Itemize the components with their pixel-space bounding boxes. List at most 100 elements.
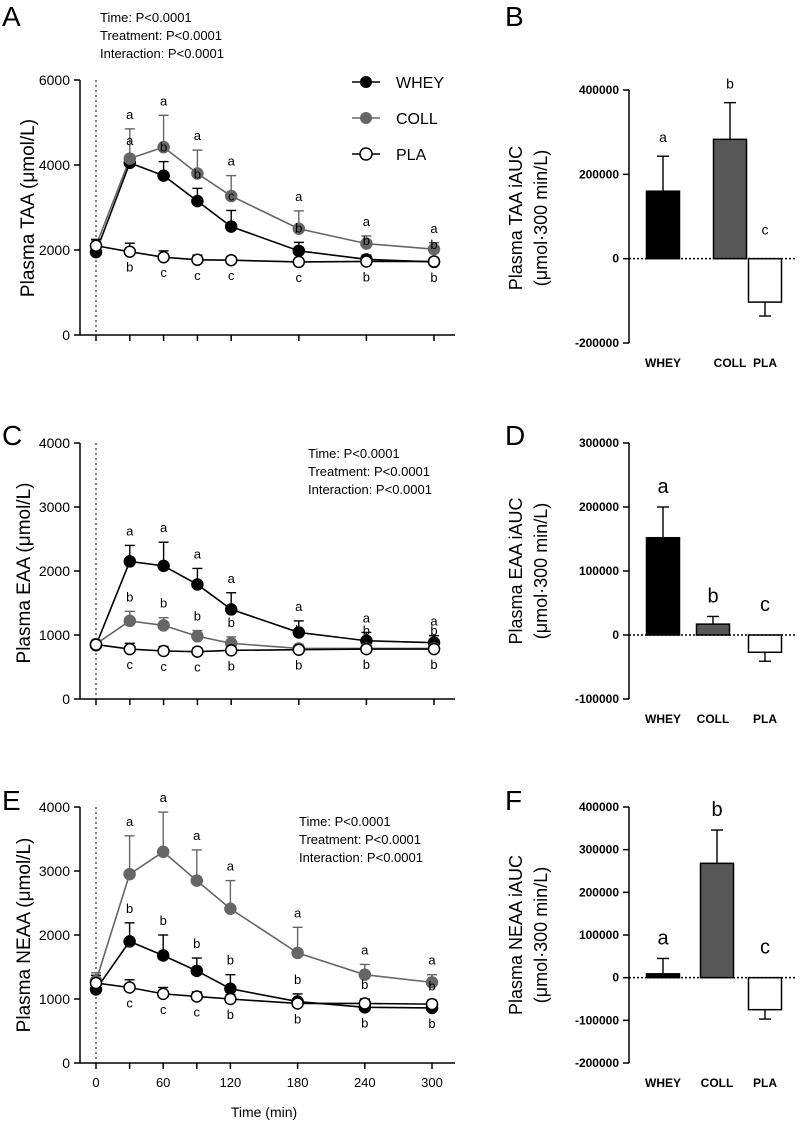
data-point-whey	[157, 169, 170, 182]
significance-letter: b	[428, 978, 435, 993]
y-tick-label: 3000	[39, 863, 70, 879]
data-point-pla	[89, 638, 103, 651]
axis-label-y: Plasma NEAA (μmol/L)	[14, 838, 35, 1033]
axis-label-y: Plasma TAA iAUC	[506, 146, 526, 290]
significance-letter: a	[363, 214, 371, 229]
data-point-coll	[292, 222, 306, 235]
significance-letter: b	[363, 269, 370, 284]
y-tick-label: 100000	[579, 928, 619, 942]
significance-letter: c	[228, 188, 235, 203]
axis-label-y: Plasma EAA (μmol/L)	[14, 483, 35, 664]
y-tick-label: 0	[612, 971, 619, 985]
data-point-pla	[123, 642, 137, 656]
legend-label-coll: COLL	[396, 111, 438, 128]
stats-interaction: Interaction: P<0.0001	[100, 46, 224, 61]
y-tick-label: 3000	[39, 499, 70, 515]
significance-letter: b	[430, 237, 437, 252]
data-point-whey	[292, 244, 306, 258]
significance-letter: b	[194, 609, 201, 624]
y-tick-label: 4000	[39, 435, 70, 451]
panel-label-b: B	[505, 1, 524, 32]
significance-letter: b	[160, 140, 167, 155]
y-tick-label: -200000	[575, 336, 619, 350]
y-tick-label: 2000	[39, 242, 70, 258]
category-label: COLL	[701, 1076, 734, 1090]
data-point-pla	[123, 245, 137, 258]
stats-treatment: Treatment: P<0.0001	[308, 464, 430, 479]
panel-a: Plasma TAA (μmol/L) Time: P<0.0001 Treat…	[18, 10, 455, 343]
significance-letter: b	[430, 270, 437, 285]
significance-letter: a	[126, 814, 134, 829]
category-label: COLL	[714, 356, 747, 370]
significance-letter: a	[430, 614, 438, 629]
category-label: PLA	[753, 1076, 777, 1090]
significance-letter: b	[428, 1016, 435, 1031]
data-point-pla	[425, 997, 439, 1011]
significance-letter: a	[126, 133, 134, 148]
legend: WHEY COLL PLA	[352, 75, 444, 164]
y-tick-label: -100000	[575, 1013, 619, 1027]
series-line-coll	[95, 850, 433, 984]
significance-letter: c	[194, 268, 201, 283]
stats-interaction: Interaction: P<0.0001	[299, 850, 423, 865]
axis-label-y-units: (μmol·300 min/L)	[531, 867, 551, 1003]
data-point-coll	[427, 242, 441, 256]
panel-label-a: A	[2, 1, 21, 32]
data-point-pla	[123, 981, 136, 994]
y-tick-label: 200000	[579, 500, 619, 514]
data-point-coll	[123, 867, 136, 881]
axis-label-y: Plasma TAA (μmol/L)	[18, 119, 39, 297]
legend-entry-whey: WHEY	[352, 75, 444, 92]
panel-label-f: F	[505, 785, 522, 816]
significance-letter: a	[126, 523, 134, 538]
panel-label-d: D	[505, 420, 525, 451]
data-point-whey	[191, 578, 204, 591]
x-tick-label: 180	[287, 1075, 309, 1090]
data-point-pla	[190, 990, 204, 1003]
significance-letter: b	[294, 972, 301, 987]
stats-time: Time: P<0.0001	[308, 446, 400, 461]
data-point-pla	[89, 239, 103, 252]
data-point-coll	[224, 189, 238, 203]
data-point-pla	[157, 250, 170, 264]
significance-letter: a	[160, 520, 168, 535]
category-label: WHEY	[645, 356, 681, 370]
stats-time: Time: P<0.0001	[299, 814, 391, 829]
bar-coll	[712, 138, 748, 260]
y-tick-label: 1000	[39, 991, 70, 1007]
significance-letter: a	[295, 599, 303, 614]
significance-letter: b	[707, 585, 718, 607]
y-tick-label: 0	[62, 1055, 70, 1071]
significance-letter: b	[361, 977, 368, 992]
legend-marker-pla	[359, 147, 373, 161]
significance-letter: b	[160, 913, 167, 928]
significance-letter: a	[160, 93, 168, 108]
significance-letter: a	[428, 953, 436, 968]
bar-whey	[645, 536, 681, 636]
y-tick-label: 0	[62, 327, 70, 343]
y-tick-label: 2000	[39, 563, 70, 579]
legend-marker-whey	[360, 76, 372, 88]
data-point-pla	[360, 255, 373, 268]
significance-letter: b	[361, 1015, 368, 1030]
y-tick-label: 1000	[39, 627, 70, 643]
axis-label-y-units: (μmol·300 min/L)	[531, 150, 551, 286]
significance-letter: c	[760, 937, 770, 959]
axis-label-y: Plasma EAA iAUC	[506, 497, 526, 644]
series-line-pla	[95, 982, 433, 1005]
data-point-pla	[291, 997, 304, 1010]
significance-letter: c	[762, 222, 769, 238]
series-line-coll	[95, 146, 435, 250]
significance-letter: b	[126, 901, 133, 916]
significance-letter: b	[228, 658, 235, 673]
significance-letter: b	[194, 166, 201, 181]
y-tick-label: 0	[62, 691, 70, 707]
category-label: PLA	[753, 356, 777, 370]
significance-letter: b	[294, 1011, 301, 1026]
data-point-coll	[191, 167, 204, 180]
significance-letter: b	[295, 623, 302, 638]
data-point-pla	[224, 992, 237, 1006]
significance-letter: c	[228, 268, 235, 283]
y-tick-label: 2000	[39, 927, 70, 943]
